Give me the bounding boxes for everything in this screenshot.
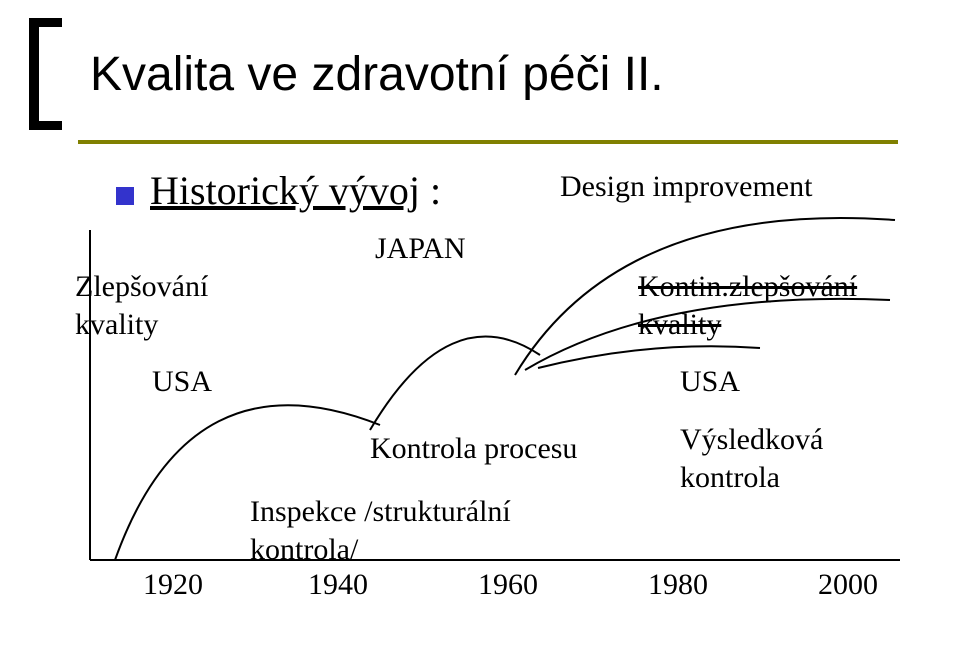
curve-design-improvement-top bbox=[515, 218, 895, 375]
subtitle-suffix: : bbox=[420, 168, 441, 213]
title-area: Kvalita ve zdravotní péči II. bbox=[26, 18, 664, 130]
slide-title: Kvalita ve zdravotní péči II. bbox=[90, 47, 664, 102]
subtitle-underlined: Historický vývoj bbox=[150, 168, 420, 213]
curve-japan-hump bbox=[370, 337, 540, 430]
chart-svg bbox=[60, 230, 900, 600]
axis-tick-1980: 1980 bbox=[648, 568, 708, 602]
slide: Kvalita ve zdravotní péči II. Historický… bbox=[0, 0, 960, 661]
title-underline bbox=[78, 140, 898, 144]
bracket-icon bbox=[26, 18, 70, 130]
axis-tick-2000: 2000 bbox=[818, 568, 878, 602]
chart-area bbox=[60, 230, 900, 600]
curve-usa-rise-to-inspekce bbox=[115, 405, 380, 560]
label-design-improvement: Design improvement bbox=[560, 170, 812, 204]
axis-tick-1920: 1920 bbox=[143, 568, 203, 602]
bullet-square-icon bbox=[116, 187, 134, 205]
axis-tick-1960: 1960 bbox=[478, 568, 538, 602]
subtitle: Historický vývoj : bbox=[150, 167, 441, 214]
curve-usa-right-short bbox=[538, 346, 760, 368]
axis-tick-1940: 1940 bbox=[308, 568, 368, 602]
